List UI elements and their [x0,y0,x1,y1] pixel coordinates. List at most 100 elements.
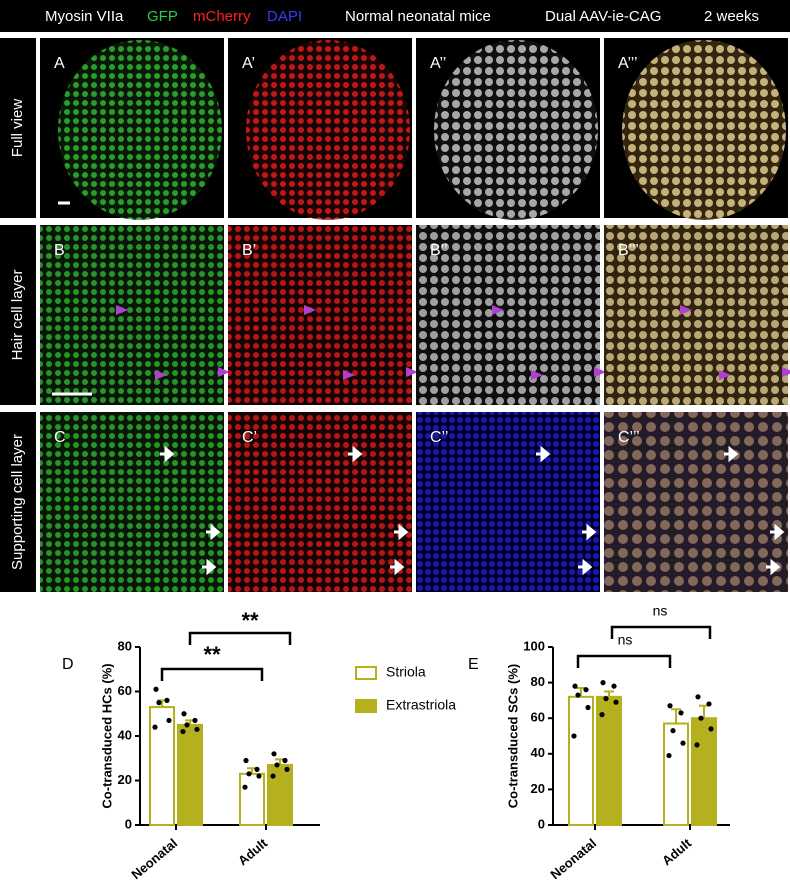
data-point [164,697,170,704]
row-label: Full view [9,99,26,158]
data-point [180,728,186,735]
significance-label: ns [653,603,668,619]
header-bar [0,0,790,32]
header-text: Normal neonatal mice [345,8,491,25]
header-text: 2 weeks [704,8,759,25]
micrograph [434,40,598,220]
data-point [667,703,673,709]
data-point [254,766,260,772]
y-tick-label: 60 [118,683,132,698]
row-label-box [0,38,36,218]
data-point [585,704,591,711]
data-point [666,752,672,759]
arrow [770,523,785,541]
arrowhead [594,367,606,377]
data-point [166,717,172,724]
y-tick-label: 80 [531,674,545,689]
data-point [706,701,712,707]
significance-bracket [576,654,672,668]
legend-label: Striola [386,664,426,680]
data-point [192,717,198,724]
arrowhead [406,367,418,377]
header-channel: Myosin VIIa [45,8,124,25]
y-tick-label: 60 [531,710,545,725]
data-point [613,699,619,705]
micrograph [58,40,222,220]
panel-label: C [54,429,66,446]
data-point [271,751,277,757]
arrow [766,558,781,576]
panel-label: A’ [242,55,255,72]
data-point [571,733,577,739]
micrograph [228,225,412,405]
arrowhead [719,370,731,380]
y-tick-label: 0 [125,816,132,831]
panel-label: C’’ [430,429,448,446]
data-point [184,722,190,728]
data-point [698,715,704,721]
data-point [181,711,187,717]
data-point [708,726,714,732]
significance-bracket [188,631,292,645]
panel-label: B’ [242,242,256,259]
arrow [582,523,597,541]
micrograph [40,225,224,405]
arrowhead [155,370,167,380]
panel-label: C’’’ [618,429,640,446]
micrograph [622,40,786,220]
y-tick-label: 80 [118,638,132,653]
data-point [242,784,248,790]
data-point [152,724,158,730]
arrow [724,445,739,463]
arrowhead [116,305,128,315]
data-point [243,757,249,764]
data-point [246,771,252,777]
y-axis-label: Co-transduced SCs (%) [505,664,520,808]
arrowhead [218,367,230,377]
panel-label: B’’ [430,242,448,259]
row-label: Hair cell layer [9,270,26,361]
data-point [572,683,578,689]
x-tick-label: Neonatal [547,835,599,882]
arrowhead [304,305,316,315]
y-axis-label: Co-transduced HCs (%) [99,663,114,808]
row-label: Supporting cell layer [9,434,26,570]
legend-swatch [355,666,377,680]
arrow [578,558,593,576]
data-point [599,712,605,718]
bar [568,695,594,827]
panel-label: B [54,242,65,259]
data-point [600,680,606,686]
data-point [270,773,276,779]
arrowhead [492,305,504,315]
arrow [390,558,405,576]
bar [691,717,717,827]
header-channel: mCherry [193,8,251,25]
y-tick-label: 40 [531,745,545,760]
arrow [536,445,551,463]
y-tick-label: 20 [118,772,132,787]
significance-label: ** [203,642,221,667]
data-point [583,687,589,693]
panel-letter: D [62,656,74,673]
arrowhead [782,367,790,377]
row-label-box [0,412,36,592]
x-tick-label: Neonatal [128,835,180,882]
micrograph [416,225,600,405]
data-point [284,766,290,772]
data-point [680,740,686,746]
error-bar [671,708,681,724]
y-tick-label: 40 [118,727,132,742]
y-tick-label: 0 [538,816,545,831]
error-bar [604,690,614,697]
panel-label: C’ [242,429,257,446]
bar [239,772,265,827]
data-point [694,742,700,748]
data-point [603,696,609,702]
micrograph [246,40,410,220]
bar [596,695,622,827]
significance-bracket [610,625,712,639]
header-text: Dual AAV-ie-CAG [545,8,661,25]
